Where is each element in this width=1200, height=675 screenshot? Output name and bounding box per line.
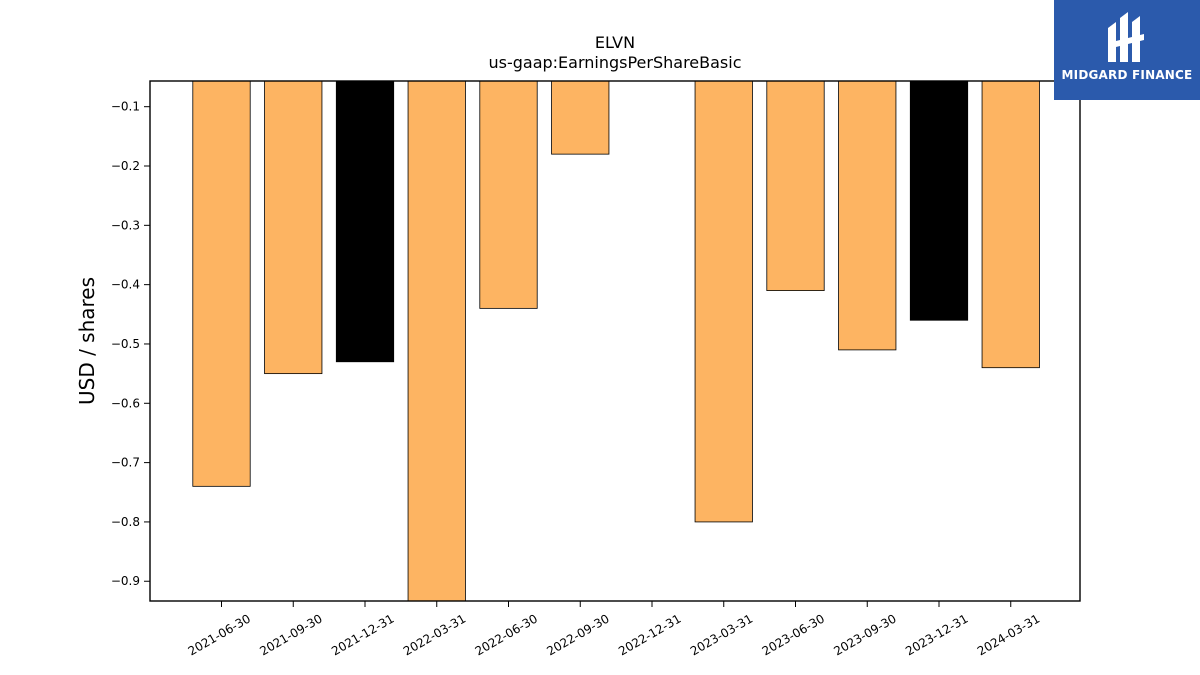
y-tick-label: −0.1 xyxy=(111,100,140,114)
bar-2024-03-31 xyxy=(981,80,1040,369)
x-tick-label: 2023-12-31 xyxy=(903,611,970,658)
x-tick-label: 2023-06-30 xyxy=(760,611,827,658)
bars-group xyxy=(192,80,1040,602)
chart-title: ELVN xyxy=(595,33,635,52)
x-tick-label: 2022-03-31 xyxy=(401,611,468,658)
bar-2022-03-31 xyxy=(407,80,466,602)
x-tick-label: 2021-12-31 xyxy=(329,611,396,658)
x-tick-label: 2022-09-30 xyxy=(544,611,611,658)
plot-frame xyxy=(149,80,1081,602)
y-tick-label: −0.4 xyxy=(111,278,140,292)
x-tick-label: 2024-03-31 xyxy=(975,611,1042,658)
chart-subtitle: us-gaap:EarningsPerShareBasic xyxy=(488,53,741,72)
y-axis-ticks: −0.1 −0.2 −0.3 −0.4 −0.5 −0.6 −0.7 −0.8 −0.9 xyxy=(111,100,150,588)
y-tick-label: −0.6 xyxy=(111,396,140,410)
y-tick-label: −0.5 xyxy=(111,337,140,351)
midgard-logo-icon xyxy=(1108,12,1144,62)
y-tick-label: −0.7 xyxy=(111,456,140,470)
x-axis-ticks: 2021-06-30 2021-09-30 2021-12-31 2022-03-31… xyxy=(186,601,1042,658)
x-tick-label: 2021-09-30 xyxy=(257,611,324,658)
bar-2021-06-30 xyxy=(192,80,251,487)
bar-2021-12-31 xyxy=(335,80,395,363)
x-tick-label: 2022-12-31 xyxy=(616,611,683,658)
y-axis-label: USD / shares xyxy=(75,277,99,405)
x-tick-label: 2023-03-31 xyxy=(688,611,755,658)
x-tick-label: 2023-09-30 xyxy=(831,611,898,658)
x-tick-label: 2021-06-30 xyxy=(186,611,253,658)
bar-2021-09-30 xyxy=(264,80,323,375)
x-tick-label: 2022-06-30 xyxy=(473,611,540,658)
bar-2023-09-30 xyxy=(838,80,897,351)
bar-2023-03-31 xyxy=(694,80,753,523)
bar-2022-09-30 xyxy=(551,80,610,155)
y-tick-label: −0.2 xyxy=(111,159,140,173)
y-tick-label: −0.9 xyxy=(111,574,140,588)
midgard-finance-logo: MIDGARD FINANCE xyxy=(1054,0,1200,100)
bar-2023-12-31 xyxy=(909,80,969,321)
bar-2022-06-30 xyxy=(479,80,538,309)
y-tick-label: −0.3 xyxy=(111,218,140,232)
bar-2023-06-30 xyxy=(766,80,825,291)
y-tick-label: −0.8 xyxy=(111,515,140,529)
logo-text: MIDGARD FINANCE xyxy=(1061,68,1193,82)
